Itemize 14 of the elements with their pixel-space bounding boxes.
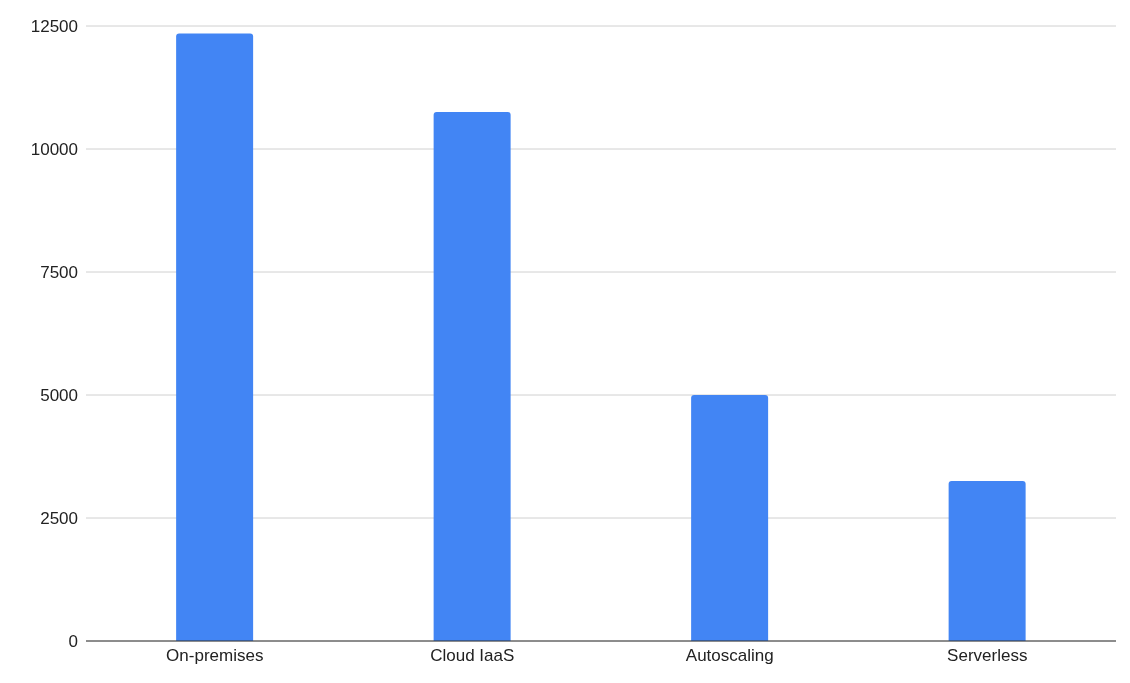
bar — [948, 481, 1026, 641]
x-tick-label: Cloud IaaS — [430, 646, 515, 666]
y-tick-label: 5000 — [40, 386, 78, 406]
y-tick-label: 2500 — [40, 509, 78, 529]
x-tick-label: Serverless — [947, 646, 1028, 666]
y-tick-label: 10000 — [30, 140, 78, 160]
x-tick-label: Autoscaling — [685, 646, 774, 666]
y-tick-label: 7500 — [40, 263, 78, 283]
bar — [691, 395, 769, 641]
x-tick-label: On-premises — [166, 646, 264, 666]
y-tick-label: 12500 — [30, 17, 78, 37]
y-tick-label: 0 — [68, 632, 78, 652]
bar — [176, 33, 254, 641]
bar — [433, 112, 511, 641]
